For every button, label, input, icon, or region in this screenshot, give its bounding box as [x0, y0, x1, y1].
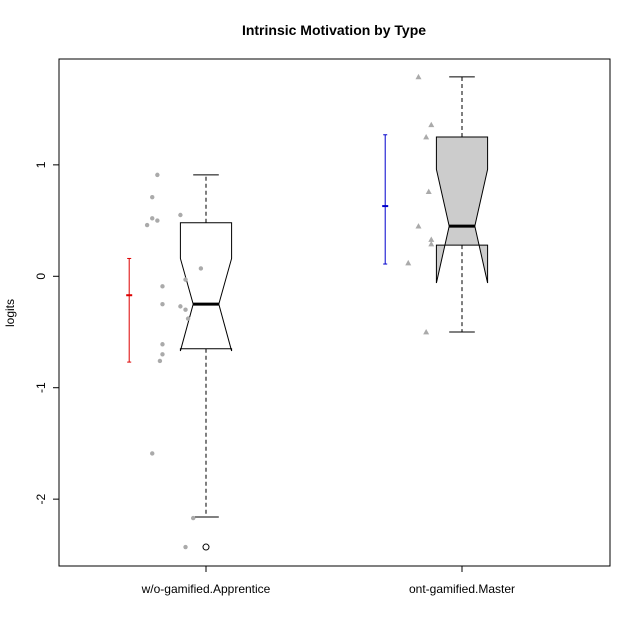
- raw-point: [155, 218, 160, 223]
- raw-point: [155, 172, 160, 178]
- raw-points-2: [405, 73, 435, 335]
- x-axis: w/o-gamified.Apprentice ont-gamified.Mast…: [141, 565, 515, 596]
- box-1: [179, 174, 233, 551]
- raw-point: [144, 222, 150, 228]
- raw-point: [185, 316, 191, 321]
- raw-point: [160, 342, 165, 347]
- raw-point: [183, 307, 188, 312]
- raw-point: [428, 121, 435, 128]
- mean-ci-1: [126, 257, 133, 363]
- raw-point: [423, 134, 430, 140]
- raw-point: [198, 266, 204, 271]
- y-tick-label: -1: [34, 382, 48, 393]
- raw-point: [150, 216, 155, 221]
- notched-box: [179, 222, 233, 352]
- raw-point: [405, 259, 412, 266]
- raw-point: [183, 544, 188, 550]
- raw-point: [178, 304, 183, 309]
- outlier-point: [202, 543, 210, 551]
- raw-point: [150, 451, 155, 456]
- raw-point: [428, 240, 435, 247]
- raw-point: [191, 515, 196, 521]
- y-axis-label: logits: [3, 299, 17, 327]
- raw-point: [425, 188, 432, 194]
- y-tick-label: 0: [34, 273, 48, 280]
- raw-point: [150, 194, 155, 200]
- plot-layer: [126, 73, 489, 551]
- raw-points-1: [144, 172, 204, 550]
- raw-point: [160, 301, 165, 307]
- raw-point: [178, 212, 183, 218]
- raw-point: [415, 73, 422, 80]
- mean-ci-2: [382, 134, 389, 265]
- y-axis: -2 -1 0 1: [34, 161, 60, 504]
- box-2: [435, 76, 489, 333]
- raw-point: [428, 236, 435, 242]
- plot-frame: [58, 58, 611, 567]
- raw-point: [160, 352, 165, 357]
- chart-title: Intrinsic Motivation by Type: [242, 22, 426, 38]
- raw-point: [423, 329, 430, 335]
- y-tick-label: 1: [34, 161, 48, 168]
- raw-point: [183, 277, 188, 282]
- notched-box: [435, 136, 489, 284]
- x-tick-label: ont-gamified.Master: [409, 582, 515, 596]
- x-tick-label: w/o-gamified.Apprentice: [141, 582, 271, 596]
- y-tick-label: -2: [34, 493, 48, 504]
- raw-point: [415, 223, 422, 229]
- raw-point: [157, 358, 163, 364]
- raw-point: [160, 284, 165, 289]
